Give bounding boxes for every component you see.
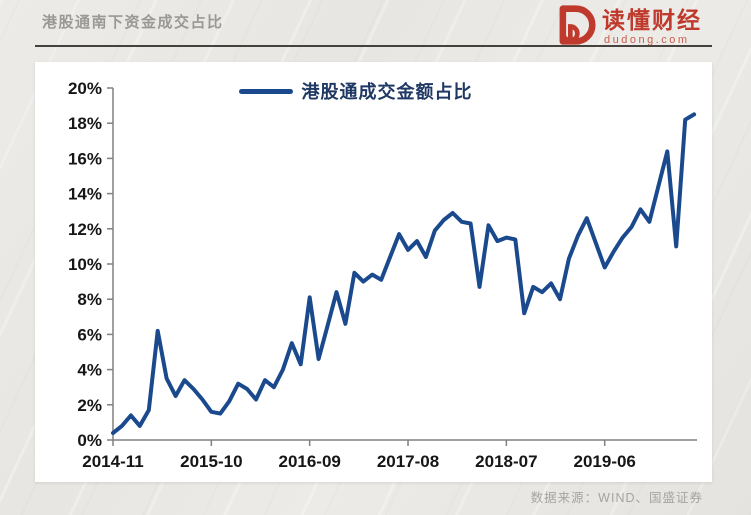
- header-divider: [35, 45, 712, 47]
- logo-brand-text: 读懂财经: [602, 7, 702, 33]
- y-tick-label: 8%: [77, 290, 102, 309]
- data-source-note: 数据来源：WIND、国盛证券: [530, 491, 703, 505]
- page-title: 港股通南下资金成交占比: [42, 14, 224, 31]
- logo-text-block: 读懂财经 dudong.com: [602, 4, 702, 46]
- y-tick-label: 16%: [68, 149, 102, 168]
- y-tick-label: 0%: [77, 431, 102, 450]
- x-tick-label: 2014-11: [82, 452, 143, 471]
- x-tick-label: 2015-10: [180, 452, 242, 471]
- y-tick-label: 14%: [68, 185, 102, 204]
- y-tick-label: 20%: [68, 79, 102, 98]
- y-tick-label: 10%: [68, 255, 102, 274]
- series-line: [111, 112, 697, 435]
- chart-panel: 0% 2% 4% 6% 8% 10% 12% 14% 16% 18% 20% 2014-11 2015-…: [35, 62, 712, 482]
- dudong-logo: 读懂财经 dudong.com: [554, 4, 702, 47]
- y-tick-label: 18%: [68, 114, 102, 133]
- dudong-logo-icon: [559, 5, 596, 45]
- y-tick-label: 12%: [68, 220, 102, 239]
- x-tick-label: 2018-07: [475, 452, 537, 471]
- y-tick-label: 6%: [77, 325, 102, 344]
- x-tick-label: 2016-09: [278, 452, 340, 471]
- logo-domain-text: dudong.com: [604, 34, 690, 46]
- line-chart: 0% 2% 4% 6% 8% 10% 12% 14% 16% 18% 20% 2014-11 2015-…: [68, 79, 697, 471]
- y-tick-label: 2%: [77, 396, 102, 415]
- x-tick-label: 2019-06: [574, 452, 636, 471]
- x-tick-label: 2017-08: [377, 452, 439, 471]
- y-tick-label: 4%: [77, 361, 102, 380]
